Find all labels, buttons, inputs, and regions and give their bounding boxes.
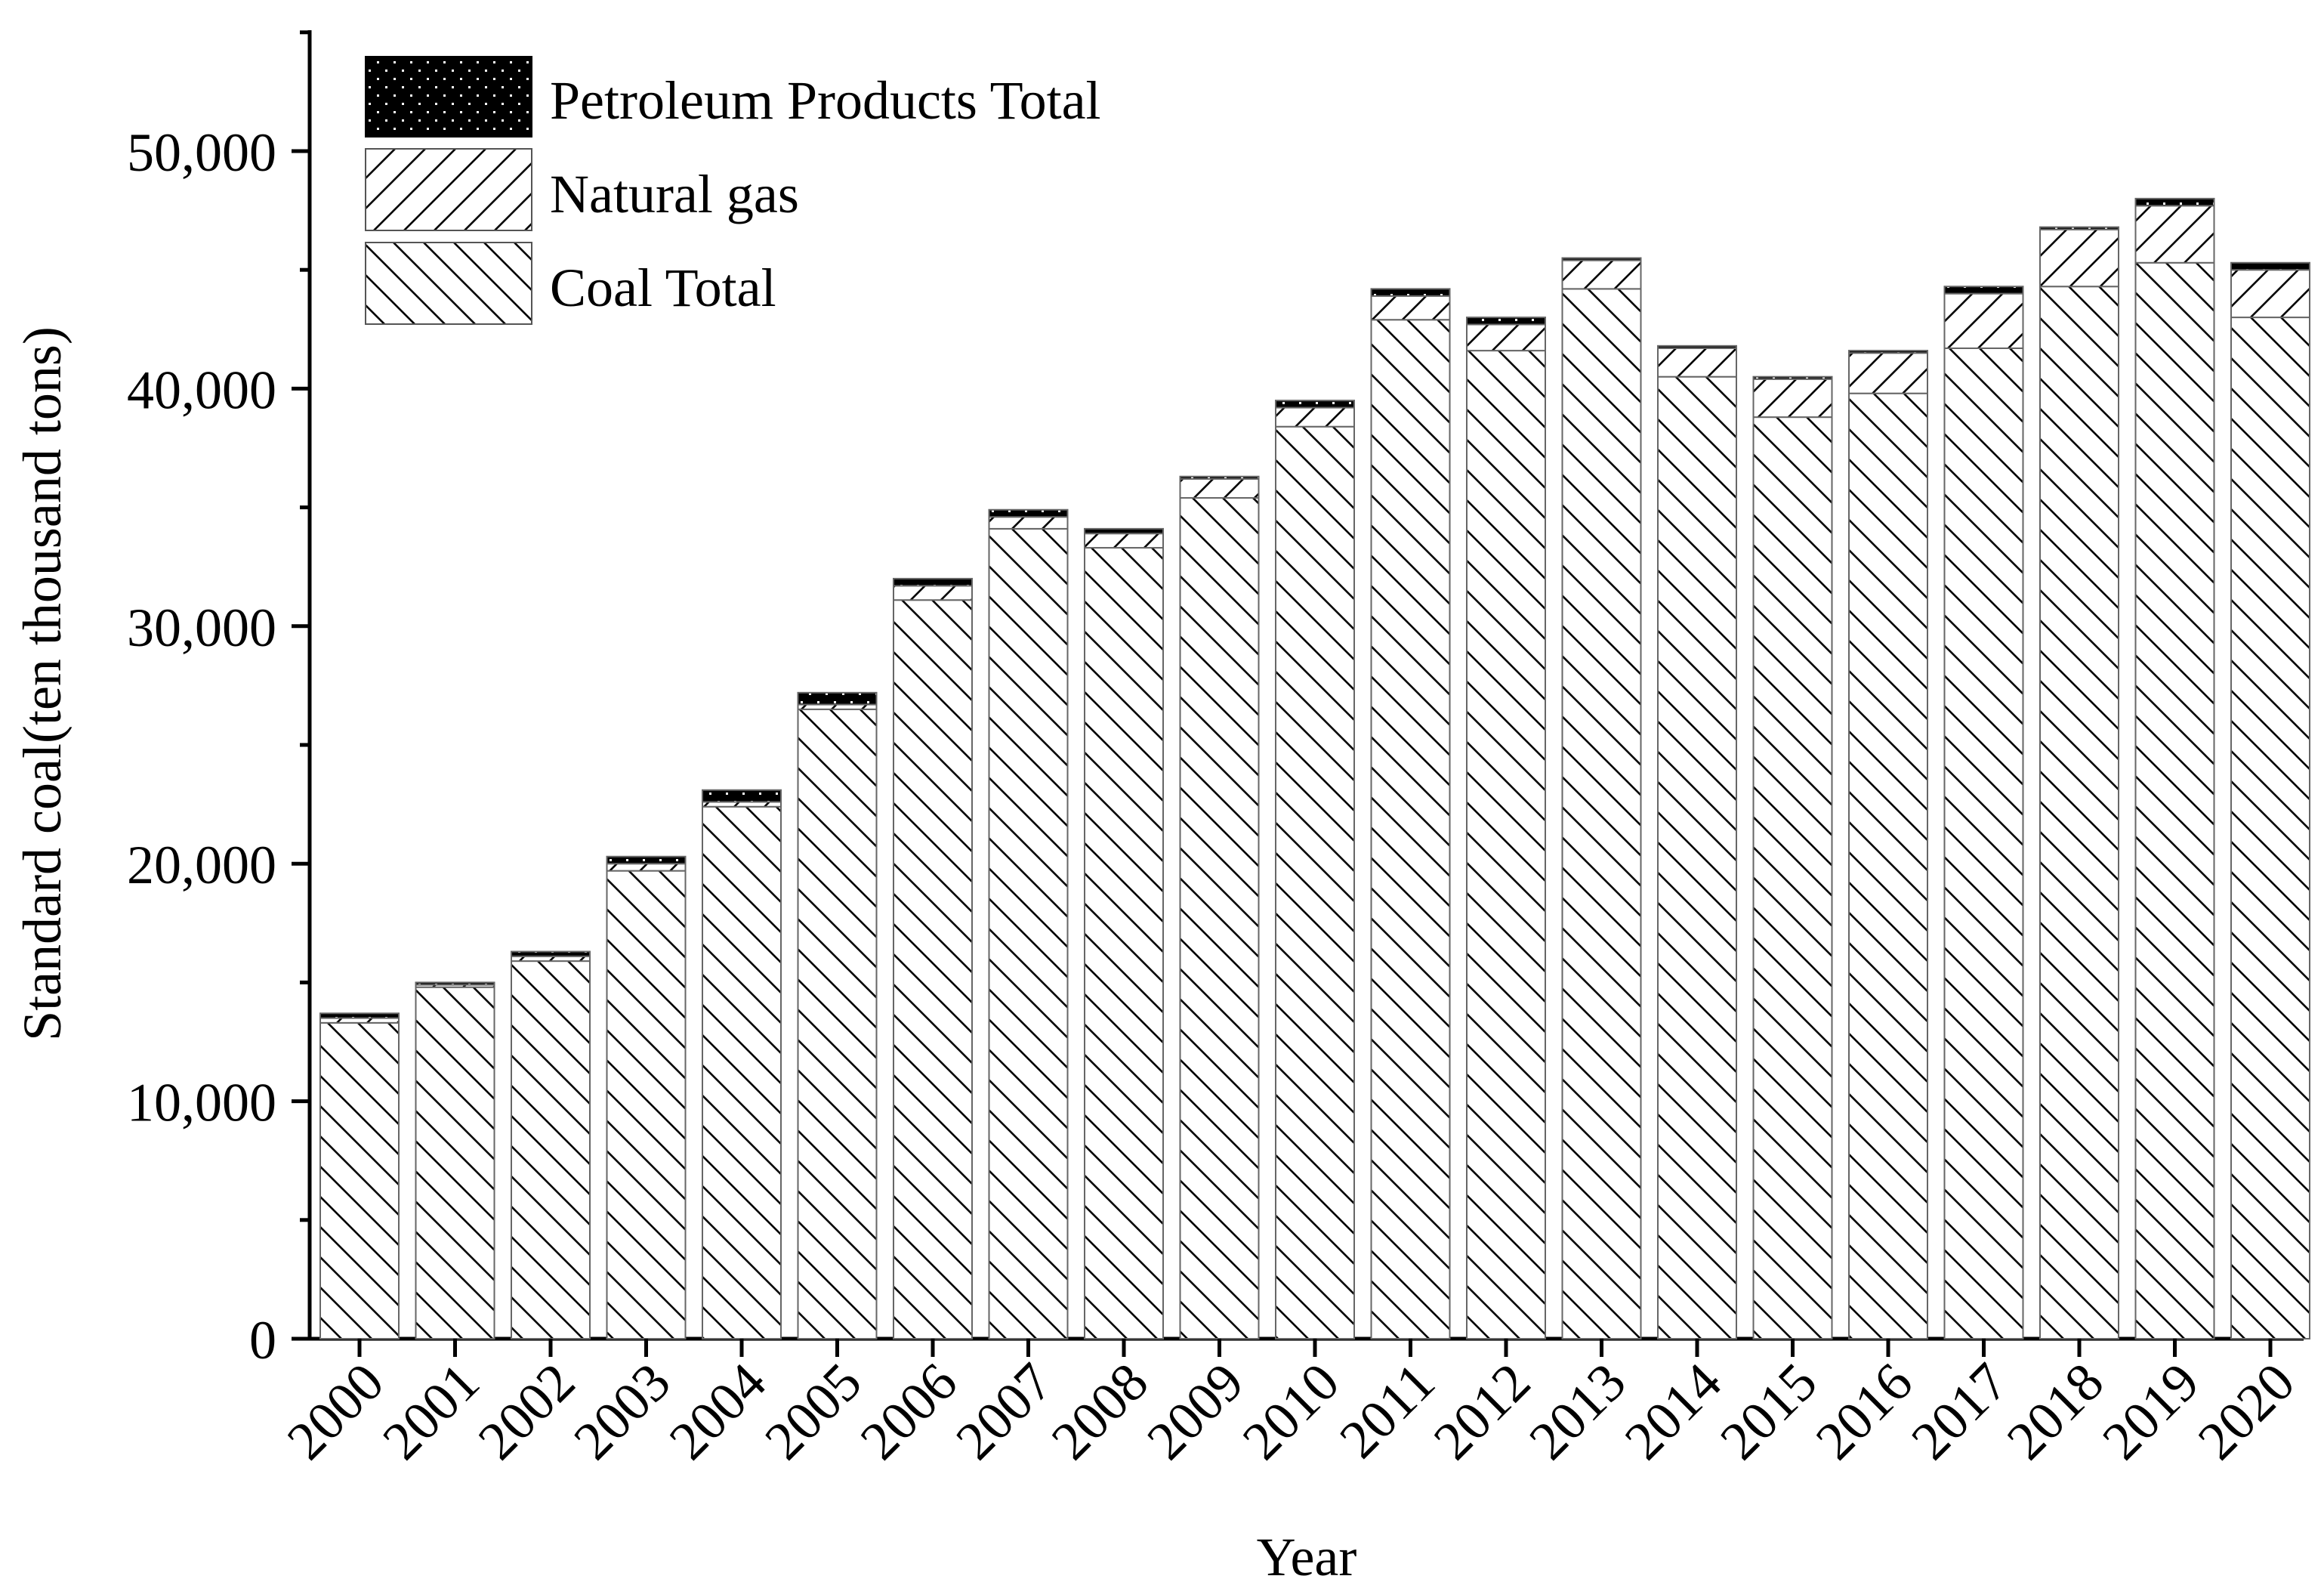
bar-segment-petroleum-2019 [2134, 197, 2215, 207]
bar-segment-petroleum-2011 [1370, 288, 1451, 297]
bar-segment-natural-gas-2019 [2134, 205, 2215, 264]
x-tick-label: 2005 [753, 1352, 872, 1471]
y-axis-ticks: 0 10,000 20,000 30,000 40,000 50,000 [127, 30, 310, 1370]
bar-segment-natural-gas-2017 [1943, 292, 2024, 349]
bar-segment-natural-gas-2007 [988, 516, 1069, 530]
bar-segment-natural-gas-2020 [2230, 269, 2310, 319]
bar-segment-petroleum-2016 [1848, 350, 1928, 354]
x-tick-label: 2018 [1995, 1352, 2115, 1471]
bar-segment-coal-2000 [319, 1021, 400, 1340]
bar-segment-coal-2011 [1370, 319, 1451, 1340]
y-tick-label: 30,000 [127, 598, 276, 658]
x-tick-label: 2016 [1804, 1352, 1924, 1471]
x-axis-title: Year [1257, 1527, 1357, 1579]
x-tick-label: 2009 [1135, 1352, 1255, 1471]
bar-segment-petroleum-2015 [1752, 375, 1833, 380]
bar-segment-coal-2015 [1752, 416, 1833, 1340]
legend-swatch-petroleum [365, 56, 532, 138]
bar-segment-coal-2014 [1657, 375, 1737, 1340]
bar-segment-natural-gas-2010 [1275, 406, 1355, 428]
bar-segment-petroleum-2013 [1561, 257, 1642, 261]
bar-segment-natural-gas-2011 [1370, 295, 1451, 321]
bar-segment-coal-2009 [1179, 497, 1260, 1340]
bar-segment-petroleum-2012 [1466, 317, 1546, 326]
x-tick-label: 2007 [944, 1352, 1063, 1471]
bar-segment-natural-gas-2003 [606, 863, 687, 872]
bar-segment-petroleum-2005 [797, 691, 878, 706]
bar-segment-coal-2019 [2134, 261, 2215, 1340]
y-tick-label: 40,000 [127, 360, 276, 420]
bar-segment-coal-2012 [1466, 350, 1546, 1340]
bar-segment-coal-2013 [1561, 288, 1642, 1340]
x-tick-label: 2019 [2091, 1352, 2210, 1471]
bar-segment-petroleum-2003 [606, 855, 687, 865]
bar-segment-petroleum-2009 [1179, 475, 1260, 480]
bar-segment-petroleum-2000 [319, 1012, 400, 1019]
bars-group [319, 197, 2310, 1340]
legend: Petroleum Products Total Natural gas Coa… [365, 56, 1101, 325]
x-axis-ticks: 2000200120022003200420052006200720082009… [276, 1339, 2306, 1471]
bar-segment-natural-gas-2014 [1657, 347, 1737, 378]
bar-segment-natural-gas-2009 [1179, 477, 1260, 499]
legend-swatch-natural-gas [365, 148, 532, 231]
bar-segment-natural-gas-2006 [893, 585, 973, 601]
bar-segment-coal-2018 [2039, 286, 2119, 1340]
y-axis-title: Standard coal(ten thousand tons) [12, 326, 73, 1041]
bar-segment-petroleum-2004 [702, 789, 782, 803]
bar-segment-natural-gas-2016 [1848, 352, 1928, 394]
bar-segment-natural-gas-2015 [1752, 378, 1833, 419]
x-tick-label: 2010 [1231, 1352, 1350, 1471]
bar-segment-petroleum-2020 [2230, 261, 2310, 271]
bar-segment-petroleum-2018 [2039, 226, 2119, 230]
y-tick-label: 50,000 [127, 122, 276, 183]
bar-segment-natural-gas-2012 [1466, 323, 1546, 352]
x-tick-label: 2002 [467, 1352, 586, 1471]
legend-swatch-coal [365, 242, 532, 325]
bar-segment-coal-2006 [893, 599, 973, 1340]
bar-segment-petroleum-2017 [1943, 286, 2024, 295]
bar-segment-petroleum-2006 [893, 577, 973, 587]
bar-segment-coal-2001 [415, 986, 495, 1340]
legend-label-natural-gas: Natural gas [550, 164, 799, 224]
legend-label-petroleum: Petroleum Products Total [550, 70, 1101, 131]
bar-segment-petroleum-2007 [988, 508, 1069, 518]
x-tick-label: 2006 [849, 1352, 968, 1471]
y-tick-label: 20,000 [127, 835, 276, 895]
bar-segment-coal-2003 [606, 870, 687, 1340]
bar-segment-coal-2008 [1084, 547, 1164, 1340]
bar-segment-coal-2010 [1275, 425, 1355, 1340]
x-tick-label: 2017 [1900, 1352, 2019, 1471]
x-tick-label: 2004 [658, 1352, 777, 1471]
bar-segment-petroleum-2008 [1084, 527, 1164, 535]
bar-segment-coal-2007 [988, 527, 1069, 1340]
bar-segment-coal-2017 [1943, 347, 2024, 1340]
x-tick-label: 2012 [1422, 1352, 1542, 1471]
bar-segment-coal-2005 [797, 708, 878, 1340]
x-tick-label: 2020 [2187, 1352, 2306, 1471]
x-tick-label: 2014 [1613, 1352, 1733, 1471]
bar-segment-natural-gas-2013 [1561, 259, 1642, 290]
bar-segment-petroleum-2002 [511, 950, 591, 957]
y-tick-label: 0 [249, 1310, 276, 1370]
bar-segment-natural-gas-2018 [2039, 228, 2119, 288]
bar-segment-petroleum-2014 [1657, 345, 1737, 349]
x-tick-label: 2011 [1328, 1352, 1446, 1470]
x-tick-label: 2000 [276, 1352, 395, 1471]
bar-segment-petroleum-2010 [1275, 400, 1355, 409]
bar-segment-petroleum-2001 [415, 981, 495, 986]
x-tick-label: 2015 [1708, 1352, 1828, 1471]
y-tick-label: 10,000 [127, 1073, 276, 1133]
x-tick-label: 2013 [1517, 1352, 1637, 1471]
bar-segment-coal-2004 [702, 805, 782, 1340]
bar-segment-natural-gas-2008 [1084, 533, 1164, 549]
x-tick-label: 2003 [562, 1352, 681, 1471]
bar-segment-coal-2002 [511, 960, 591, 1340]
legend-label-coal: Coal Total [550, 258, 776, 318]
bar-segment-coal-2016 [1848, 392, 1928, 1340]
x-tick-label: 2001 [371, 1352, 490, 1471]
bar-segment-coal-2020 [2230, 317, 2310, 1340]
x-tick-label: 2008 [1040, 1352, 1159, 1471]
